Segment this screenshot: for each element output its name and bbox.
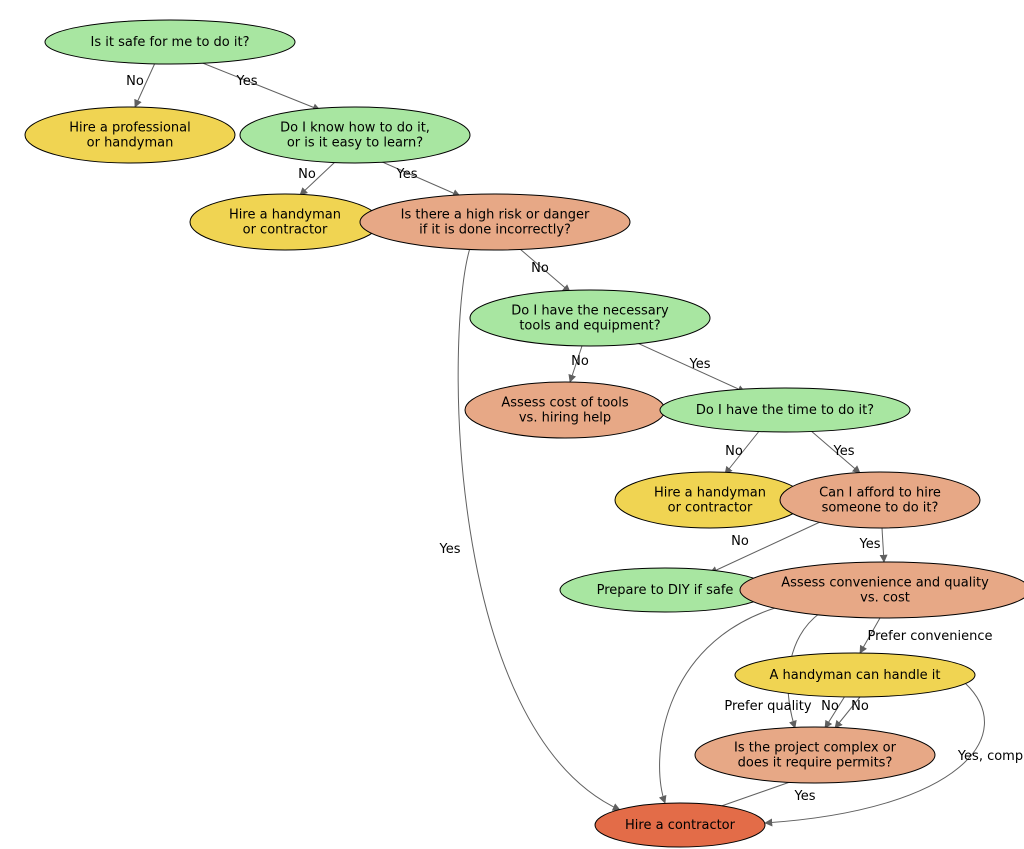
edge-label-n14-n15: Yes [794, 789, 816, 804]
node-label-n8-line0: Do I have the time to do it? [696, 403, 874, 418]
node-label-n14-line0: Is the project complex or [734, 741, 897, 756]
node-label-n5-line1: if it is done incorrectly? [419, 223, 571, 238]
edge-label-n6-n8: Yes [689, 357, 711, 372]
node-label-n3-line1: or is it easy to learn? [287, 136, 423, 151]
edge-label-n5-n6: No [531, 261, 549, 276]
node-n3: Do I know how to do it,or is it easy to … [240, 107, 470, 163]
node-n5: Is there a high risk or dangerif it is d… [360, 194, 630, 250]
edge-label-n12-n13: Prefer convenience [868, 629, 993, 644]
edge-label-n10-n11: No [731, 534, 749, 549]
edge-label-n3-n4: No [298, 167, 316, 182]
edge-n10-n12 [882, 528, 884, 562]
edge-label-n13-n15: Yes, complex [957, 749, 1024, 764]
node-label-n13-line0: A handyman can handle it [769, 668, 940, 683]
node-n2: Hire a professionalor handyman [25, 107, 235, 163]
edge-label-n3-n5: Yes [396, 167, 418, 182]
node-label-n14-line1: does it require permits? [738, 756, 893, 771]
node-label-n4-line0: Hire a handyman [229, 208, 341, 223]
nodes-layer: Is it safe for me to do it? Hire a profes… [25, 20, 1024, 847]
node-label-n6-line1: tools and equipment? [519, 319, 660, 334]
node-n6: Do I have the necessarytools and equipme… [470, 290, 710, 346]
node-label-n11-line0: Prepare to DIY if safe [597, 583, 734, 598]
flowchart-container: No Yes No Yes No Yes No Yes No Yes No Yes Prefer con… [0, 0, 1024, 849]
edge-label-n1-n3: Yes [236, 74, 258, 89]
edges-layer: No Yes No Yes No Yes No Yes No Yes No Yes Prefer con… [126, 62, 1024, 823]
node-n12: Assess convenience and qualityvs. cost [740, 562, 1024, 618]
node-label-n7-line1: vs. hiring help [519, 411, 611, 426]
edge-label-n8-n9: No [725, 444, 743, 459]
edge-label-n10-n12: Yes [859, 537, 881, 552]
node-label-n3-line0: Do I know how to do it, [280, 121, 430, 136]
node-n4: Hire a handymanor contractor [190, 194, 380, 250]
edge-label-n12-n14: Prefer quality [724, 699, 811, 714]
node-label-n6-line0: Do I have the necessary [511, 304, 669, 319]
edge-n3-n5 [380, 161, 460, 196]
edge-n10-n11 [710, 522, 820, 573]
node-label-n2-line1: or handyman [87, 136, 174, 151]
edge-label-n8-n10: Yes [833, 444, 855, 459]
edge-label-n13-n14: No [851, 699, 869, 714]
node-label-n10-line1: someone to do it? [822, 501, 939, 516]
node-n9: Hire a handymanor contractor [615, 472, 805, 528]
edge-label-n13-n14: No [821, 699, 839, 714]
node-label-n1-line0: Is it safe for me to do it? [91, 35, 250, 50]
node-label-n7-line0: Assess cost of tools [501, 396, 628, 411]
node-n10: Can I afford to hiresomeone to do it? [780, 472, 980, 528]
edge-label-n5-n15: Yes [439, 542, 461, 557]
edge-n1-n3 [200, 62, 320, 110]
node-label-n9-line0: Hire a handyman [654, 486, 766, 501]
flowchart-svg: No Yes No Yes No Yes No Yes No Yes No Yes Prefer con… [0, 0, 1024, 849]
node-n15: Hire a contractor [595, 803, 765, 847]
node-label-n10-line0: Can I afford to hire [819, 486, 941, 501]
node-n7: Assess cost of toolsvs. hiring help [465, 382, 665, 438]
node-n8: Do I have the time to do it? [660, 388, 910, 432]
edge-label-n1-n2: No [126, 74, 144, 89]
node-label-n15-line0: Hire a contractor [625, 818, 736, 833]
edge-label-n6-n7: No [571, 354, 589, 369]
node-label-n9-line1: or contractor [668, 501, 753, 516]
node-n11: Prepare to DIY if safe [560, 568, 770, 612]
node-label-n4-line1: or contractor [243, 223, 328, 238]
node-n1: Is it safe for me to do it? [45, 20, 295, 64]
node-n14: Is the project complex ordoes it require… [695, 727, 935, 783]
node-label-n2-line0: Hire a professional [69, 121, 190, 136]
node-label-n12-line0: Assess convenience and quality [781, 576, 989, 591]
node-label-n12-line1: vs. cost [860, 591, 910, 606]
node-label-n5-line0: Is there a high risk or danger [401, 208, 590, 223]
node-n13: A handyman can handle it [735, 653, 975, 697]
